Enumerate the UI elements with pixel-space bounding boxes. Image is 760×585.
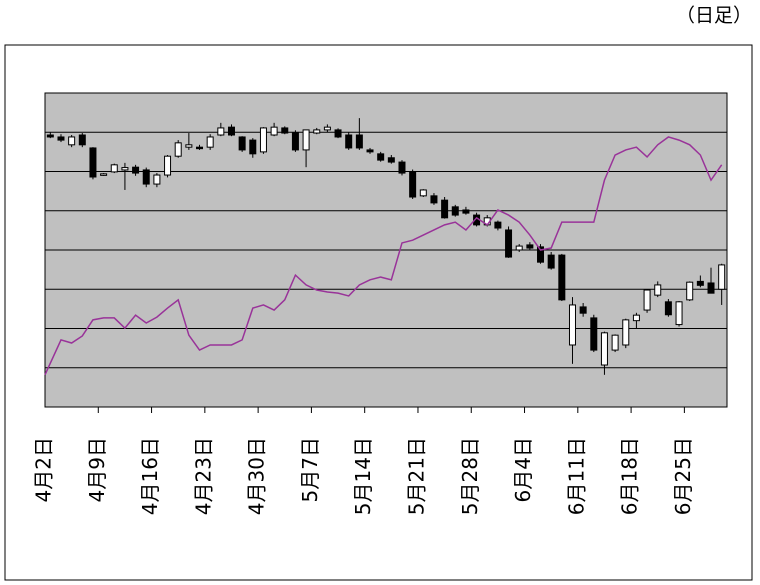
candle-body	[494, 221, 502, 229]
candle-body	[142, 169, 150, 185]
candle-body	[249, 139, 257, 155]
candle-body	[686, 281, 694, 301]
candle-body	[526, 244, 534, 249]
candle-body	[270, 126, 278, 136]
candle-body	[675, 301, 683, 326]
candle-body	[259, 127, 267, 153]
candle-body	[664, 301, 672, 316]
candle-body	[441, 199, 449, 219]
candle-body	[334, 129, 342, 138]
candle-body	[323, 126, 331, 131]
candle-body	[643, 289, 651, 311]
candle-body	[302, 129, 310, 151]
candle-body	[547, 254, 555, 269]
line-series	[44, 136, 723, 376]
candle-body	[505, 229, 513, 258]
candle-body	[707, 282, 715, 294]
candle-body	[121, 167, 129, 171]
candle-body	[696, 280, 704, 286]
candle-body	[132, 166, 140, 174]
candle-body	[515, 245, 523, 251]
candle-body	[419, 189, 427, 197]
candle-body	[313, 129, 321, 134]
candle-body	[238, 136, 246, 151]
x-tick-label: 4月23日	[191, 437, 215, 515]
candle-body	[430, 195, 438, 204]
candle-body	[110, 164, 118, 173]
candle-body	[398, 161, 406, 174]
x-tick-label: 5月28日	[458, 437, 482, 515]
candle-body	[632, 314, 640, 322]
candle-body	[78, 134, 86, 146]
candle-body	[164, 155, 172, 176]
candle-body	[590, 317, 598, 351]
candle-body	[57, 136, 65, 141]
candle-body	[196, 146, 204, 150]
candle-body	[654, 284, 662, 296]
chart-title: （日足）	[676, 5, 752, 27]
x-tick-label: 4月16日	[138, 437, 162, 515]
candle-body	[281, 127, 289, 134]
candle-body	[100, 173, 108, 176]
candle-body	[611, 334, 619, 351]
candle-body	[291, 132, 299, 151]
candle-body	[153, 174, 161, 185]
candle-body	[89, 147, 97, 178]
x-tick-label: 4月2日	[32, 437, 56, 502]
x-tick-label: 6月18日	[618, 437, 642, 515]
plot-border	[44, 92, 728, 408]
x-tick-label: 5月14日	[351, 437, 375, 515]
candle-body	[355, 134, 363, 149]
candle-body	[409, 171, 417, 198]
candle-body	[68, 136, 76, 146]
candle-body	[579, 306, 587, 314]
x-tick-label: 4月9日	[85, 437, 109, 502]
candle-body	[345, 134, 353, 149]
x-tick-label: 6月11日	[564, 437, 588, 515]
candle-body	[568, 304, 576, 346]
candle-body	[718, 264, 726, 290]
candle-body	[366, 149, 374, 153]
candle-body	[377, 153, 385, 161]
candle-body	[227, 126, 235, 136]
candle-body	[558, 254, 566, 301]
candle-body	[462, 209, 470, 214]
x-tick-label: 4月30日	[245, 437, 269, 515]
candle-body	[174, 142, 182, 157]
candle-body	[46, 134, 54, 138]
candle-body	[217, 127, 225, 136]
x-tick-label: 5月21日	[404, 437, 428, 515]
candle-body	[622, 319, 630, 346]
candle-body	[600, 332, 608, 366]
x-tick-label: 6月4日	[511, 437, 535, 502]
candle-body	[387, 157, 395, 163]
candle-body	[451, 206, 459, 216]
x-tick-label: 5月7日	[298, 437, 322, 502]
candle-body	[206, 136, 214, 148]
x-tick-label: 6月25日	[671, 437, 695, 515]
candle-body	[185, 144, 193, 148]
candle-body	[537, 246, 545, 263]
